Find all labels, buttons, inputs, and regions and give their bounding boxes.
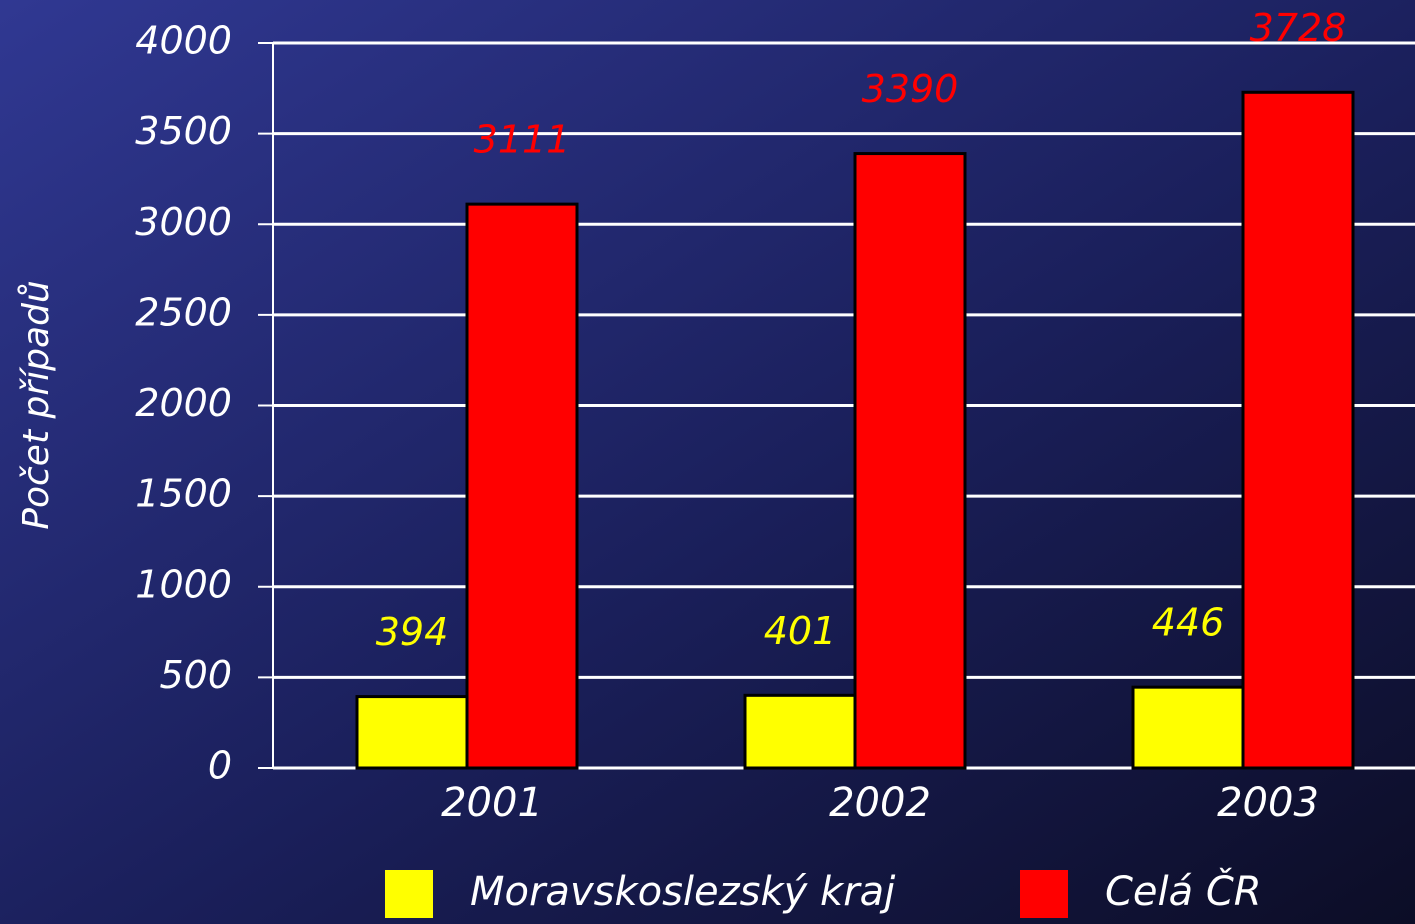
bar [1131,685,1245,770]
bar [355,695,469,770]
y-tick-label: 1000 [135,562,232,606]
y-tick-label: 3000 [135,200,232,244]
bar [1241,90,1355,770]
y-tick-label: 500 [159,653,232,697]
legend-label: Celá ČR [1105,867,1262,915]
y-tick-label: 3500 [135,109,232,153]
x-tick-label: 2001 [441,780,543,826]
y-tick-label: 1500 [135,472,232,516]
data-label: 446 [1152,601,1225,645]
data-label: 3728 [1250,6,1347,50]
legend-swatch [385,870,433,918]
y-tick-label: 2500 [135,290,232,334]
y-tick-label: 4000 [135,19,232,63]
data-label: 3390 [862,67,959,111]
bar [465,202,579,770]
bar [853,152,967,770]
y-axis-label: Počet případů [16,280,57,529]
legend-swatch [1020,870,1068,918]
bar [743,693,857,770]
y-tick-label: 2000 [135,381,232,425]
legend-label: Moravskoslezský kraj [470,869,896,915]
data-label: 394 [376,610,449,654]
x-tick-label: 2002 [829,780,931,826]
data-label: 401 [764,609,837,653]
data-label: 3111 [474,118,571,162]
y-tick-label: 0 [208,744,232,788]
x-tick-label: 2003 [1217,780,1319,826]
